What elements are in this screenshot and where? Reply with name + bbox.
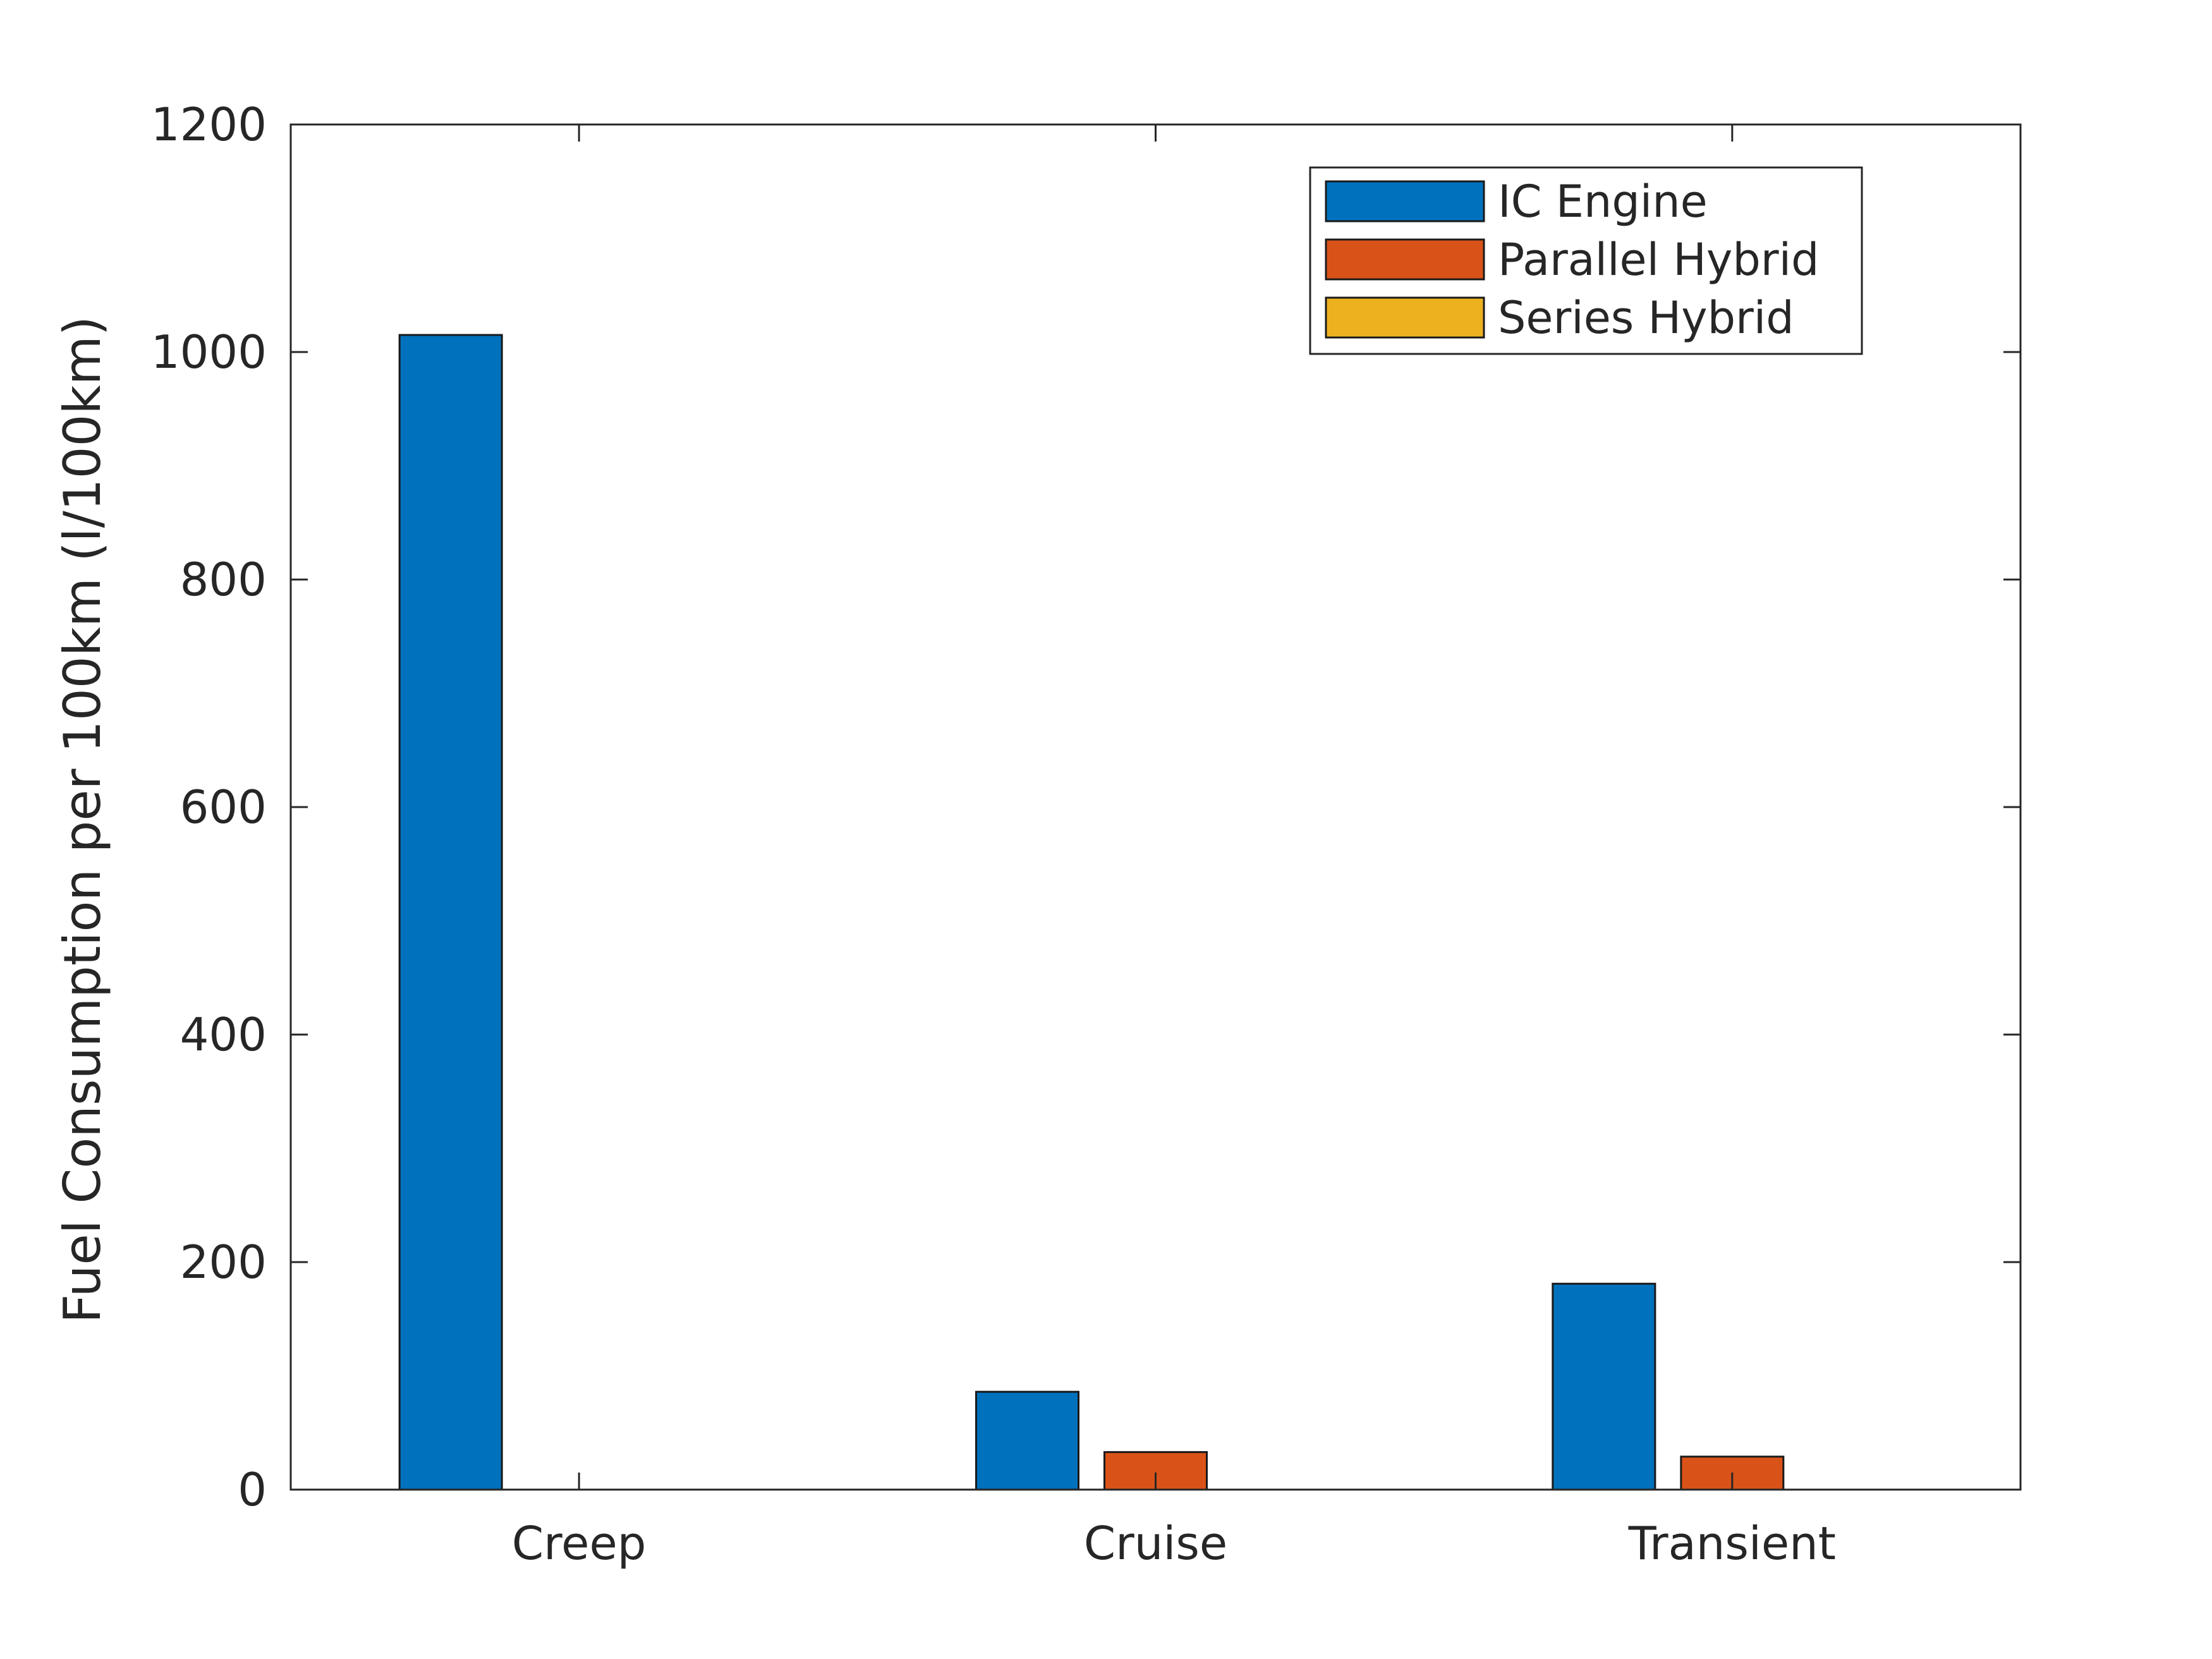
y-tick-label: 600 — [180, 781, 267, 834]
x-tick-label-transient: Transient — [1628, 1517, 1836, 1570]
bar-ic-engine-creep — [398, 334, 503, 1491]
legend-swatch-series-hybrid — [1325, 296, 1485, 339]
legend: IC Engine Parallel Hybrid Series Hybrid — [1309, 166, 1863, 355]
y-axis-label: Fuel Consumption per 100km (l/100km) — [53, 316, 112, 1323]
legend-label-series-hybrid: Series Hybrid — [1498, 292, 1794, 344]
bar-ic-engine-cruise — [975, 1390, 1079, 1491]
legend-swatch-parallel-hybrid — [1325, 238, 1485, 281]
x-tick-label-cruise: Cruise — [1084, 1517, 1227, 1570]
bar-ic-engine-transient — [1552, 1282, 1656, 1491]
ticks-layer — [291, 123, 2021, 1491]
bars-layer — [398, 334, 1785, 1491]
legend-label-parallel-hybrid: Parallel Hybrid — [1498, 234, 1819, 286]
y-tick-label: 1200 — [151, 98, 267, 151]
y-tick-label: 800 — [180, 553, 267, 606]
y-tick-label: 1000 — [151, 325, 267, 379]
tick-labels-layer: 0 200 400 600 800 1000 1200 Creep Cruise Transien… — [151, 98, 1836, 1570]
legend-label-ic-engine: IC Engine — [1498, 176, 1708, 228]
x-tick-label-creep: Creep — [512, 1517, 647, 1570]
legend-swatch-ic-engine — [1325, 180, 1485, 222]
y-tick-label: 400 — [180, 1008, 267, 1061]
y-tick-label: 200 — [180, 1236, 267, 1289]
y-tick-label: 0 — [238, 1463, 267, 1516]
